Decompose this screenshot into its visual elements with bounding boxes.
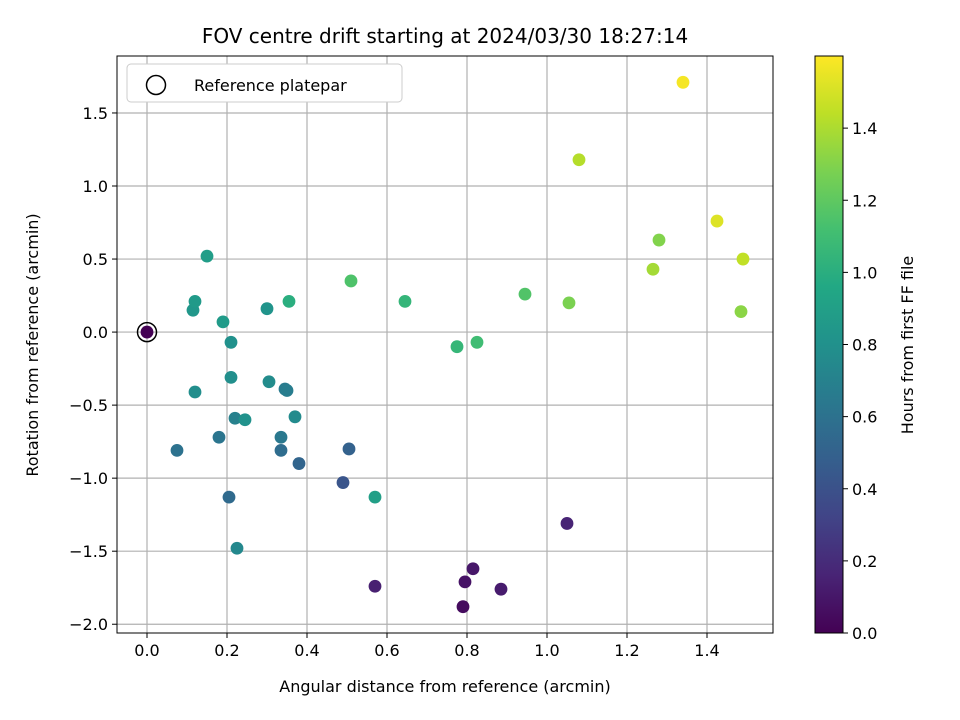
colorbar-ticks: 0.0 0.2 0.4 0.6 0.8 1.0 1.2 1.4	[843, 119, 877, 643]
scatter-point-22	[224, 370, 238, 384]
x-tick-label-5: 1.0	[534, 641, 559, 660]
scatter-point-10	[222, 490, 236, 504]
reference-marker	[136, 321, 158, 343]
x-tick-label-6: 1.2	[614, 641, 639, 660]
scatter-point-40	[646, 262, 660, 276]
colorbar-tick-label-0: 0.0	[852, 624, 877, 643]
grid	[117, 56, 773, 633]
scatter-point-43	[710, 214, 724, 228]
legend-box	[126, 63, 403, 103]
y-tick-label-1: −1.5	[69, 542, 108, 561]
scatter-point-20	[262, 375, 276, 389]
x-tick-label-3: 0.6	[374, 641, 399, 660]
y-tick-label-3: −0.5	[69, 396, 108, 415]
chart-title: FOV centre drift starting at 2024/03/30 …	[202, 24, 688, 48]
scatter-point-33	[450, 340, 464, 354]
scatter-point-6	[560, 517, 574, 530]
scatter-point-9	[292, 457, 306, 470]
scatter-point-30	[368, 490, 382, 504]
y-tick-label-6: 1.0	[83, 177, 108, 196]
scatter-point-38	[652, 233, 666, 247]
colorbar-tick-label-1: 0.2	[852, 552, 877, 571]
scatter-points	[140, 75, 750, 614]
plot-frame	[116, 55, 774, 634]
scatter-point-35	[344, 274, 358, 288]
x-axis-ticks: 0.0 0.2 0.4 0.6 0.8 1.0 1.2 1.4	[134, 633, 720, 660]
scatter-point-0	[140, 325, 154, 339]
y-tick-label-5: 0.5	[83, 250, 108, 269]
x-tick-label-1: 0.2	[214, 641, 239, 660]
y-axis-ticks: −2.0 −1.5 −1.0 −0.5 0.0 0.5 1.0 1.5	[69, 104, 117, 634]
scatter-point-42	[736, 252, 750, 266]
colorbar-tick-label-6: 1.2	[852, 191, 877, 210]
x-tick-label-2: 0.4	[294, 641, 319, 660]
scatter-point-17	[228, 411, 242, 425]
scatter-point-36	[518, 287, 532, 301]
scatter-point-41	[572, 153, 586, 167]
y-axis-label: Rotation from reference (arcmin)	[23, 213, 42, 476]
scatter-point-5	[368, 579, 382, 593]
scatter-point-29	[200, 249, 214, 263]
y-tick-label-7: 1.5	[83, 104, 108, 123]
y-tick-label-2: −1.0	[69, 469, 108, 488]
colorbar-tick-label-7: 1.4	[852, 119, 877, 138]
legend: Reference platepar	[126, 63, 403, 103]
y-tick-label-0: −2.0	[69, 615, 108, 634]
scatter-point-2	[458, 575, 472, 589]
scatter-point-14	[274, 430, 288, 444]
colorbar-tick-label-3: 0.6	[852, 408, 877, 427]
scatter-point-21	[188, 385, 202, 399]
colorbar-tick-label-2: 0.4	[852, 480, 877, 499]
scatter-point-25	[260, 302, 274, 316]
scatter-point-23	[224, 335, 238, 349]
colorbar-tick-label-5: 1.0	[852, 263, 877, 282]
scatter-point-39	[734, 305, 748, 319]
colorbar: 0.0 0.2 0.4 0.6 0.8 1.0 1.2 1.4 Hours from firs…	[814, 55, 917, 643]
scatter-point-28	[216, 315, 230, 329]
x-tick-label-0: 0.0	[134, 641, 159, 660]
colorbar-tick-label-4: 0.8	[852, 336, 877, 355]
x-tick-label-7: 1.4	[694, 641, 719, 660]
scatter-point-3	[466, 562, 480, 576]
legend-label-reference: Reference platepar	[194, 76, 347, 95]
colorbar-label: Hours from first FF file	[898, 256, 917, 435]
scatter-point-32	[398, 295, 412, 308]
scatter-point-7	[336, 476, 350, 489]
scatter-point-44	[676, 75, 690, 89]
x-axis-label: Angular distance from reference (arcmin)	[279, 677, 610, 696]
scatter-point-27	[188, 295, 202, 308]
scatter-point-11	[274, 444, 288, 457]
y-tick-label-4: 0.0	[83, 323, 108, 342]
reference-platepar-marker	[136, 321, 158, 343]
scatter-point-8	[342, 442, 356, 456]
scatter-point-12	[170, 444, 184, 457]
x-tick-label-4: 0.8	[454, 641, 479, 660]
scatter-point-31	[282, 295, 296, 308]
legend-marker-reference	[145, 74, 167, 96]
scatter-point-18	[230, 541, 244, 555]
scatter-point-16	[280, 384, 294, 397]
scatter-point-4	[494, 582, 508, 596]
scatter-point-37	[562, 296, 576, 310]
scatter-point-19	[288, 410, 302, 424]
scatter-point-24	[238, 413, 252, 427]
scatter-point-1	[456, 600, 470, 614]
scatter-point-34	[470, 335, 484, 349]
scatter-point-13	[212, 430, 226, 444]
colorbar-gradient	[814, 55, 844, 634]
